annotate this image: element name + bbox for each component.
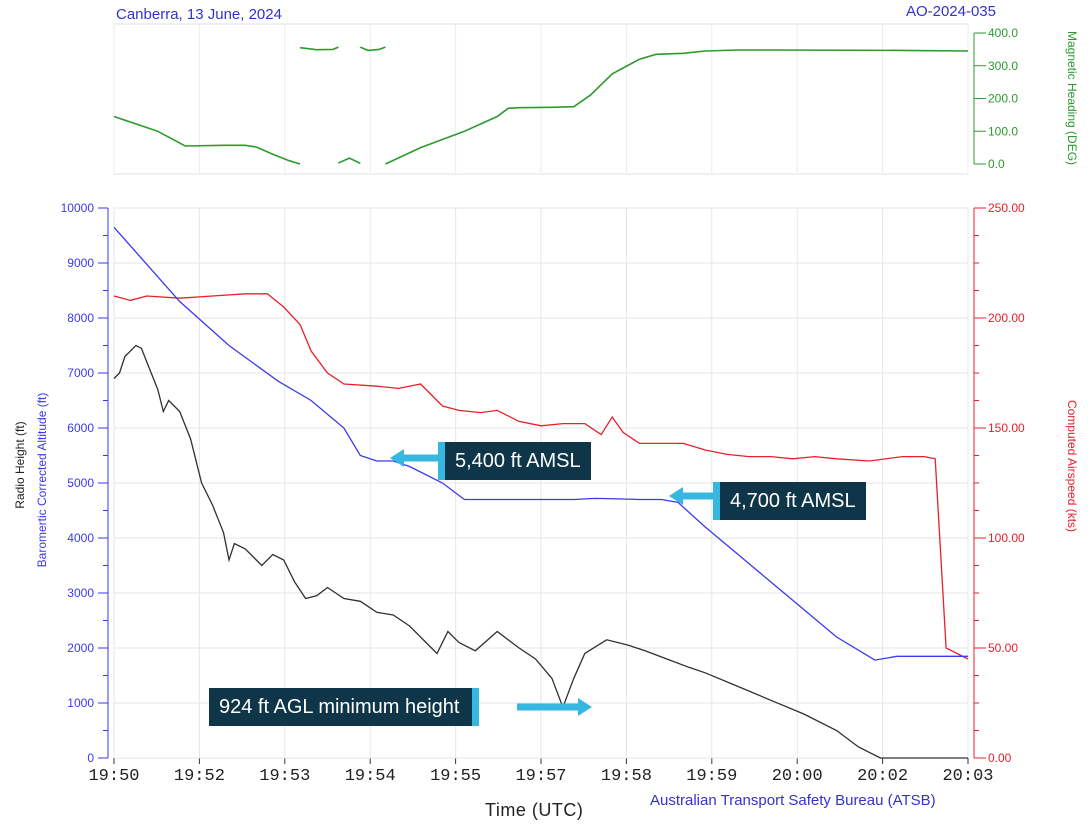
- y-left-tick-label: 6000: [67, 421, 94, 435]
- y-left-tick-label: 10000: [61, 201, 95, 215]
- airspeed-line: [113, 293, 969, 660]
- radio-height-line: [113, 344, 968, 759]
- y-left-tick-label: 5000: [67, 476, 94, 490]
- y-right-tick-label: 0.00: [988, 751, 1012, 765]
- callout-924: 924 ft AGL minimum height: [209, 688, 479, 726]
- callout-5400: 5,400 ft AMSL: [438, 442, 591, 480]
- y-left-tick-label: 1000: [67, 696, 94, 710]
- x-tick-label: 19:58: [601, 767, 652, 786]
- x-tick-label: 19:50: [88, 767, 139, 786]
- callout-4700: 4,700 ft AMSL: [713, 482, 866, 520]
- y-left-tick-label: 0: [87, 751, 94, 765]
- x-tick-label: 20:02: [857, 767, 908, 786]
- heading-line: [385, 49, 969, 165]
- heading-line: [113, 115, 301, 165]
- y-left-label: Baromertic Corrected Altitude (ft): [35, 393, 49, 568]
- x-tick-label: 20:03: [942, 767, 993, 786]
- heading-line: [359, 46, 386, 52]
- arrow-4700-head: [669, 487, 683, 505]
- y-right-label: Computed Airspeed (kts): [1065, 400, 1079, 532]
- callout-5400-marker: [438, 442, 445, 480]
- x-tick-label: 19:53: [259, 767, 310, 786]
- x-tick-label: 19:52: [174, 767, 225, 786]
- heading-line: [338, 157, 361, 165]
- arrow-5400-head: [390, 449, 404, 467]
- y-right-tick-label: 200.00: [988, 311, 1025, 325]
- y-right-tick-label: 250.00: [988, 201, 1025, 215]
- callout-5400-text: 5,400 ft AMSL: [455, 450, 581, 472]
- callout-4700-marker: [713, 482, 720, 520]
- y-left-label-2: Radio Height (ft): [13, 421, 27, 508]
- footer-credit: Australian Transport Safety Bureau (ATSB…: [650, 792, 936, 809]
- baro-altitude-line: [113, 226, 968, 661]
- x-tick-label: 19:59: [686, 767, 737, 786]
- y-left-tick-label: 9000: [67, 256, 94, 270]
- header-location-date: Canberra, 13 June, 2024: [116, 6, 282, 23]
- y-left-tick-label: 7000: [67, 366, 94, 380]
- heading-axis-label: Magnetic Heading (DEG): [1065, 31, 1079, 165]
- callout-924-marker: [471, 688, 479, 726]
- heading-tick-label: 300.0: [988, 59, 1018, 73]
- y-right-tick-label: 100.00: [988, 531, 1025, 545]
- x-tick-label: 19:57: [515, 767, 566, 786]
- y-right-tick-label: 150.00: [988, 421, 1025, 435]
- y-left-tick-label: 2000: [67, 641, 94, 655]
- heading-tick-label: 200.0: [988, 92, 1018, 106]
- callout-4700-text: 4,700 ft AMSL: [730, 490, 856, 512]
- y-left-tick-label: 4000: [67, 531, 94, 545]
- heading-line: [300, 46, 339, 51]
- x-tick-label: 20:00: [772, 767, 823, 786]
- callout-924-text: 924 ft AGL minimum height: [219, 696, 460, 718]
- heading-tick-label: 100.0: [988, 124, 1018, 138]
- x-tick-label: 19:55: [430, 767, 481, 786]
- x-axis-title: Time (UTC): [485, 800, 584, 820]
- y-right-tick-label: 50.00: [988, 641, 1018, 655]
- arrow-924-head: [578, 698, 592, 716]
- x-tick-label: 19:54: [345, 767, 396, 786]
- y-left-tick-label: 8000: [67, 311, 94, 325]
- heading-tick-label: 0.0: [988, 157, 1005, 171]
- heading-tick-label: 400.0: [988, 26, 1018, 40]
- y-left-tick-label: 3000: [67, 586, 94, 600]
- header-report-id: AO-2024-035: [905, 3, 996, 20]
